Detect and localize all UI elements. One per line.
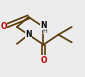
Text: O: O	[40, 56, 47, 65]
Text: N: N	[40, 21, 47, 29]
Text: H: H	[43, 29, 48, 34]
Text: O: O	[0, 22, 7, 31]
Text: N: N	[25, 30, 32, 39]
